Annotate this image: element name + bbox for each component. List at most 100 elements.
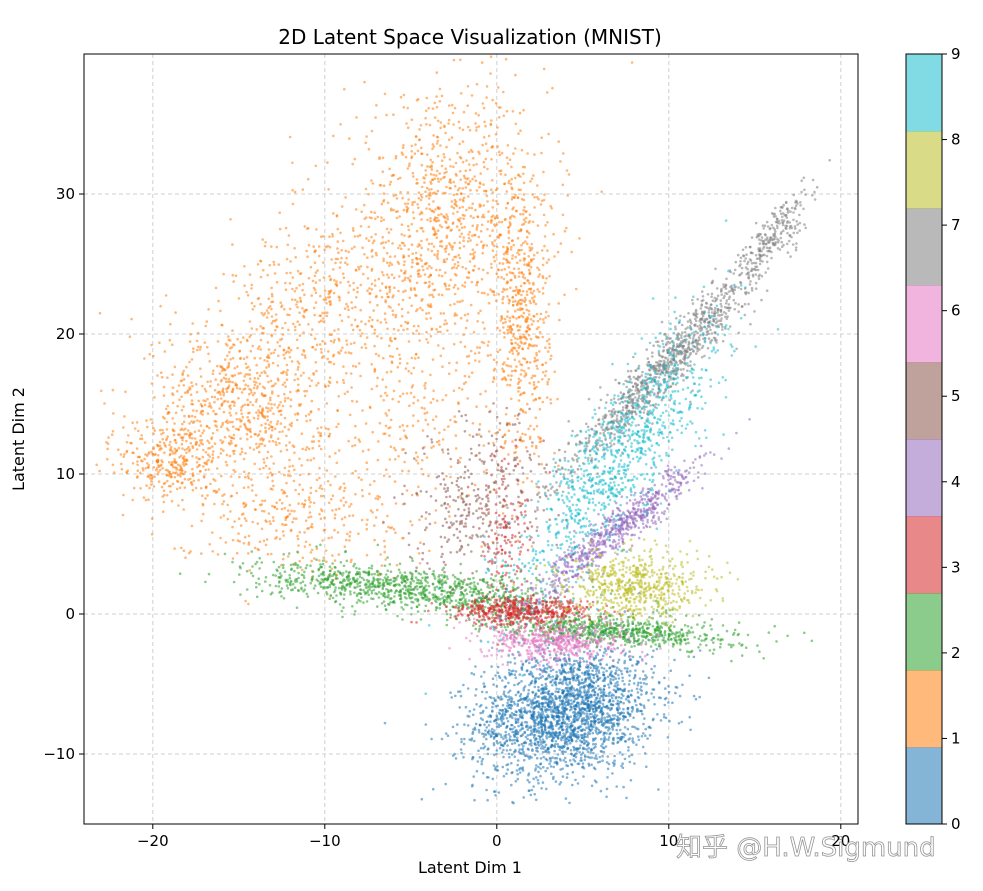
point (606, 712, 609, 715)
point (587, 762, 590, 766)
point (252, 448, 256, 451)
point (204, 486, 208, 490)
point (608, 666, 612, 669)
point (546, 703, 550, 707)
point (453, 202, 457, 205)
point (244, 452, 247, 455)
point (594, 742, 597, 746)
point (581, 762, 585, 765)
point (199, 424, 203, 427)
point (461, 198, 465, 201)
point (373, 211, 377, 214)
point (526, 703, 529, 707)
point (566, 689, 570, 692)
point (511, 257, 514, 260)
point (640, 685, 643, 688)
point (510, 338, 513, 342)
point (504, 217, 507, 221)
point (154, 452, 157, 456)
point (503, 182, 507, 185)
point (594, 745, 597, 749)
point (445, 185, 448, 189)
point (472, 708, 476, 711)
point (504, 173, 507, 177)
point (430, 293, 434, 297)
point (523, 731, 526, 734)
point (408, 162, 411, 165)
point (364, 322, 367, 326)
point (527, 254, 530, 258)
point (496, 665, 500, 669)
point (519, 379, 523, 382)
point (182, 378, 186, 381)
point (507, 733, 511, 736)
point (337, 328, 340, 331)
point (622, 718, 625, 721)
point (165, 420, 169, 424)
point (428, 264, 431, 268)
point (640, 693, 643, 696)
point (431, 147, 434, 151)
point (426, 165, 429, 168)
point (511, 727, 514, 731)
point (269, 425, 273, 429)
point (361, 332, 364, 335)
point (617, 658, 621, 662)
point (516, 196, 520, 200)
point (483, 732, 486, 736)
point (481, 213, 485, 217)
point (309, 458, 313, 462)
point (475, 189, 479, 192)
point (517, 275, 521, 278)
point (600, 694, 604, 698)
point (532, 736, 536, 739)
point (567, 692, 570, 696)
point (453, 185, 457, 188)
point (584, 719, 588, 722)
point (266, 273, 270, 277)
point (585, 748, 588, 751)
point (386, 201, 390, 204)
point (217, 455, 220, 459)
point (537, 396, 541, 400)
point (271, 428, 274, 432)
point (626, 718, 630, 722)
point (259, 348, 263, 351)
point (284, 444, 288, 447)
point (542, 730, 546, 734)
point (505, 258, 508, 262)
point (216, 364, 219, 368)
point (466, 240, 470, 243)
point (271, 392, 274, 395)
point (527, 726, 530, 729)
point (536, 778, 540, 782)
point (296, 377, 300, 381)
point (205, 462, 209, 466)
point (185, 451, 188, 455)
point (502, 369, 505, 373)
point (520, 680, 523, 683)
point (244, 362, 248, 366)
point (237, 297, 241, 300)
point (471, 269, 475, 272)
point (601, 759, 604, 762)
point (201, 409, 204, 413)
point (511, 254, 514, 257)
point (512, 243, 516, 247)
point (578, 237, 581, 240)
point (533, 295, 536, 298)
point (485, 96, 488, 99)
point (535, 715, 539, 719)
point (652, 671, 655, 674)
point (218, 407, 221, 410)
point (481, 711, 485, 714)
point (562, 152, 565, 155)
point (530, 788, 534, 792)
point (501, 367, 504, 371)
point (279, 301, 283, 305)
point (657, 681, 661, 685)
point (179, 379, 183, 383)
point (503, 694, 507, 697)
point (581, 751, 585, 754)
point (415, 309, 418, 313)
